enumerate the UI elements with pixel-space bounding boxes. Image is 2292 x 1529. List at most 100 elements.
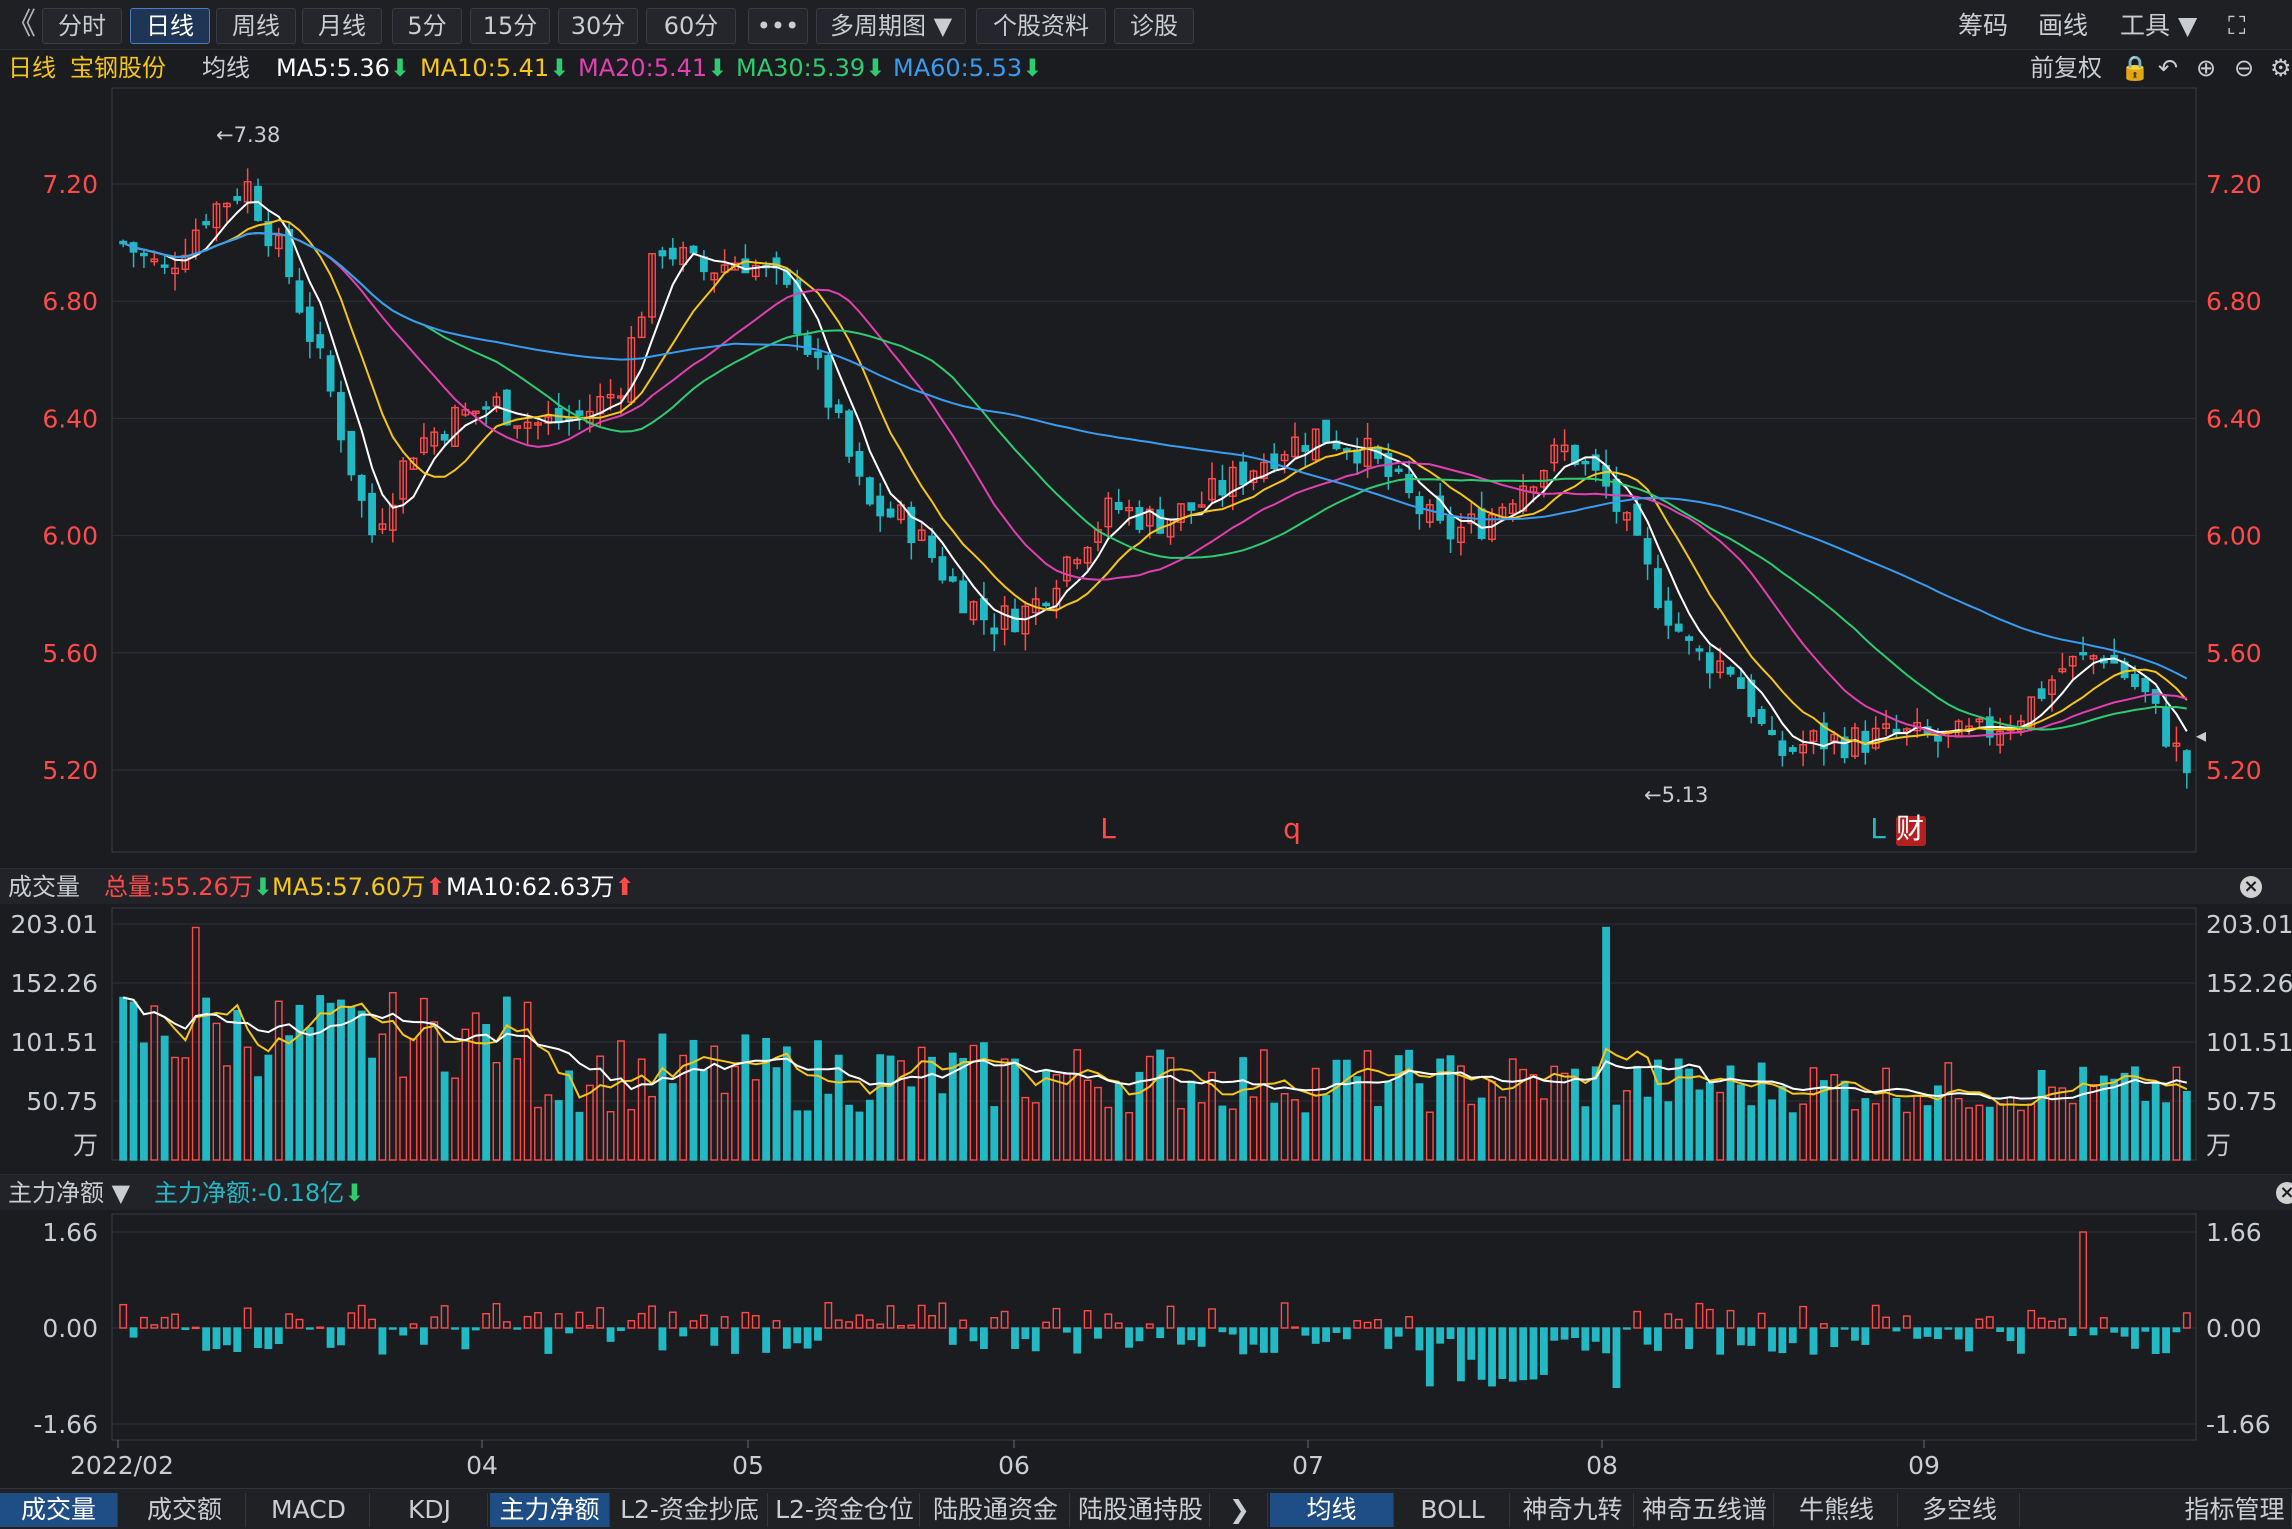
flow-bar [1902,1315,1911,1329]
volume-tick-label-right: 152.26 [2206,969,2292,998]
volume-title[interactable]: 成交量 [8,873,80,901]
x-axis-label: 06 [998,1451,1030,1480]
tab-magic-five[interactable]: 神奇五线谱 [1636,1493,1774,1527]
flow-bar [1311,1327,1320,1344]
collapse-left-icon[interactable]: 《 [6,7,36,42]
close-icon[interactable]: × [2276,1182,2292,1204]
volume-bar [1104,1106,1113,1161]
more-button[interactable]: ••• [748,8,808,44]
tab-long-short[interactable]: 多空线 [1900,1493,2020,1527]
draw-line-button[interactable]: 画线 [2038,11,2089,40]
flow-bar [1291,1326,1299,1329]
candle-body [295,280,304,313]
ma-indicator-label[interactable]: 均线 [202,54,250,82]
volume-bar [264,1054,273,1161]
tab-30min[interactable]: 30分 [558,8,638,44]
volume-bar [1757,1062,1766,1161]
flow-bar [1073,1327,1082,1354]
tab-daily[interactable]: 日线 [130,8,210,44]
indicator-manage-button[interactable]: 指标管理 [2178,1493,2292,1527]
candle-body [1571,444,1579,465]
signal-marker: L [1870,812,1886,845]
candle-body [855,451,864,477]
tab-timeshare[interactable]: 分时 [42,8,122,44]
tab-60min[interactable]: 60分 [646,8,736,44]
tools-dropdown[interactable]: 工具 ▼ [2120,11,2198,40]
tab-l2-position[interactable]: L2-资金仓位 [770,1493,920,1527]
candle-body [274,234,283,250]
tab-l2-bottom[interactable]: L2-资金抄底 [612,1493,768,1527]
tab-15min[interactable]: 15分 [470,8,550,44]
tab-main-flow[interactable]: 主力净额 [490,1493,610,1527]
tab-ma[interactable]: 均线 [1270,1493,1394,1527]
flow-bar [1861,1327,1870,1345]
diagnose-button[interactable]: 诊股 [1114,8,1194,44]
flow-bar [2068,1327,2077,1337]
undo-icon[interactable]: ↶ [2158,54,2179,82]
volume-bar [1156,1049,1165,1161]
tab-kdj[interactable]: KDJ [372,1493,488,1527]
flow-bar [1218,1327,1227,1333]
flow-bar [1871,1304,1880,1329]
volume-bar [1177,1108,1185,1161]
volume-bar [824,1093,833,1161]
ma10-line [122,219,2188,745]
candle-body [865,477,874,505]
tab-boll[interactable]: BOLL [1396,1493,1510,1527]
candle-body [1539,469,1548,488]
volume-bar [129,1001,138,1161]
volume-bar [938,1093,947,1161]
flow-bar [1705,1308,1714,1329]
flow-bar [2048,1320,2056,1329]
lock-icon[interactable]: 🔒 [2120,54,2150,82]
flow-bar [2131,1327,2139,1349]
volume-bar [2120,1072,2129,1161]
volume-bar [357,1010,366,1161]
volume-bar [990,1106,999,1161]
tab-weekly[interactable]: 周线 [216,8,296,44]
stock-name[interactable]: 宝钢股份 [70,54,166,82]
tab-volume[interactable]: 成交量 [0,1493,118,1527]
candle-body [1726,666,1735,675]
tab-macd[interactable]: MACD [248,1493,370,1527]
finance-badge-bg [1896,816,1926,846]
flow-title-dropdown[interactable]: 主力净额 ▼ [8,1179,131,1207]
candle-body [2027,696,2036,729]
flow-bar [1840,1327,1849,1330]
fullscreen-icon[interactable]: ⛶ [2228,11,2246,40]
multi-period-dropdown[interactable]: 多周期图 ▼ [816,8,966,44]
flow-bar [471,1327,480,1331]
tab-hk-holdings[interactable]: 陆股通持股 [1072,1493,1210,1527]
volume-bar [1374,1105,1382,1161]
volume-bar [1612,1104,1621,1161]
tab-monthly[interactable]: 月线 [302,8,382,44]
flow-tick-label-left: 0.00 [42,1314,98,1343]
next-tabs-icon[interactable]: ❯ [1212,1493,1268,1527]
stock-info-button[interactable]: 个股资料 [976,8,1106,44]
close-icon[interactable]: × [2240,876,2262,898]
flow-bar [1654,1327,1662,1351]
zoom-in-icon[interactable]: ⊕ [2196,54,2217,82]
tab-hk-flow[interactable]: 陆股通资金 [922,1493,1070,1527]
tab-5min[interactable]: 5分 [392,8,462,44]
candle-body [1405,473,1413,494]
stock-chart[interactable]: 7.20 7.20 6.80 6.80 6.40 6.40 6.00 6.00 5.60 5.60… [0,0,2292,1488]
tab-magic-nine[interactable]: 神奇九转 [1512,1493,1634,1527]
flow-bar [1519,1327,1528,1381]
flow-bar [876,1323,885,1329]
zoom-out-icon[interactable]: ⊖ [2234,54,2255,82]
tab-turnover[interactable]: 成交额 [124,1493,246,1527]
tab-bull-bear[interactable]: 牛熊线 [1776,1493,1898,1527]
volume-bar [1114,1083,1123,1161]
chips-button[interactable]: 筹码 [1958,11,2009,40]
adjust-mode[interactable]: 前复权 [2030,54,2102,82]
settings-icon[interactable]: ⚙ [2270,54,2292,82]
price-tick-label-left: 5.60 [42,639,98,668]
volume-bar [1560,1072,1569,1161]
flow-bar [513,1327,522,1330]
volume-bar [1011,1058,1019,1161]
flow-bar [150,1324,159,1329]
candle-body [1301,445,1310,452]
volume-bar [627,1108,636,1161]
price-tick-label-left: 6.00 [42,522,98,551]
